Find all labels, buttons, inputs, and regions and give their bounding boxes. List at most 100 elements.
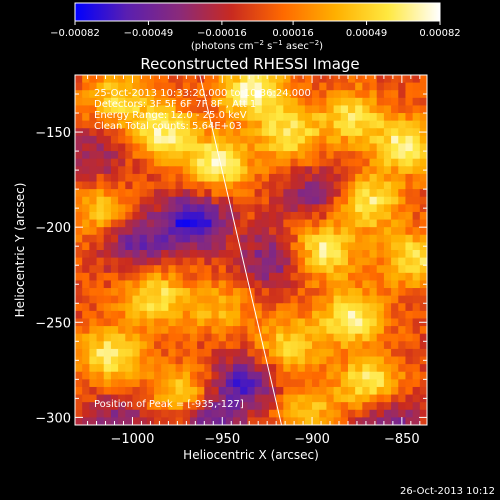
heatmap-cell (347, 341, 356, 350)
heatmap-cell (261, 295, 270, 304)
heatmap-cell (326, 356, 335, 365)
heatmap-cell (268, 318, 277, 327)
heatmap-cell (383, 318, 392, 327)
heatmap-cell (405, 181, 414, 190)
heatmap-cell (204, 257, 213, 266)
heatmap-cell (218, 257, 227, 266)
heatmap-cell (96, 151, 105, 160)
heatmap-cell (391, 386, 399, 396)
heatmap-cell (347, 386, 356, 396)
heatmap-cell (261, 181, 270, 190)
heatmap-cell (82, 219, 90, 228)
heatmap-cell (110, 219, 119, 228)
heatmap-cell (412, 82, 421, 91)
heatmap-cell (391, 113, 399, 122)
heatmap-cell (96, 295, 105, 304)
heatmap-cell (376, 364, 385, 373)
heatmap-cell (132, 386, 141, 396)
heatmap-cell (340, 234, 349, 243)
heatmap-cell (261, 303, 270, 312)
heatmap-cell (419, 250, 427, 259)
heatmap-cell (254, 151, 263, 160)
heatmap-cell (369, 135, 378, 145)
heatmap-cell (268, 348, 277, 358)
heatmap-cell (362, 272, 371, 282)
heatmap-cell (412, 151, 421, 160)
heatmap-cell (132, 333, 141, 342)
heatmap-cell (247, 227, 256, 236)
heatmap-cell (96, 181, 105, 190)
heatmap-cell (204, 295, 213, 304)
heatmap-cell (254, 82, 263, 91)
heatmap-cell (412, 227, 421, 236)
heatmap-cell (168, 333, 177, 342)
heatmap-cell (347, 250, 356, 259)
heatmap-cell (211, 341, 220, 350)
heatmap-cell (233, 227, 241, 236)
heatmap-cell (297, 303, 306, 312)
y-axis: −150−200−250−300 (35, 74, 427, 426)
heatmap-cell (254, 295, 263, 304)
heatmap-cell (391, 97, 399, 107)
heatmap-cell (319, 189, 328, 198)
heatmap-cell (161, 82, 169, 91)
heatmap-cell (211, 310, 220, 320)
heatmap-cell (340, 211, 349, 221)
heatmap-cell (89, 204, 98, 213)
heatmap-cell (247, 386, 256, 396)
heatmap-cell (398, 257, 407, 266)
heatmap-cell (125, 97, 134, 107)
heatmap-cell (268, 166, 277, 175)
heatmap-cell (326, 166, 335, 175)
heatmap-cell (161, 173, 169, 183)
heatmap-cell (82, 173, 90, 183)
heatmap-cell (297, 379, 306, 388)
heatmap-cell (118, 173, 126, 183)
heatmap-cell (240, 326, 248, 335)
heatmap-cell (290, 135, 299, 145)
heatmap-cell (369, 211, 378, 221)
heatmap-cell (254, 181, 263, 190)
heatmap-cell (197, 348, 205, 358)
heatmap-cell (347, 318, 356, 327)
heatmap-cell (383, 409, 392, 418)
heatmap-cell (312, 120, 320, 129)
heatmap-cell (189, 364, 198, 373)
heatmap-cell (146, 211, 155, 221)
heatmap-cell (304, 280, 313, 289)
heatmap-cell (340, 143, 349, 152)
heatmap-cell (369, 120, 378, 129)
heatmap-cell (254, 409, 263, 418)
heatmap-cell (218, 402, 227, 411)
heatmap-cell (261, 166, 270, 175)
heatmap-cell (412, 303, 421, 312)
heatmap-cell (161, 265, 169, 274)
heatmap-cell (261, 173, 270, 183)
heatmap-cell (355, 326, 363, 335)
heatmap-cell (333, 417, 342, 425)
heatmap-cell (326, 371, 335, 380)
heatmap-cell (182, 386, 191, 396)
peak-position-label: Position of Peak = [-935,-127] (94, 399, 244, 410)
heatmap-cell (347, 356, 356, 365)
heatmap-cell (125, 227, 134, 236)
heatmap-cell (412, 234, 421, 243)
heatmap-cell (240, 82, 248, 91)
heatmap-cell (398, 151, 407, 160)
heatmap-cell (304, 204, 313, 213)
heatmap-cell (175, 105, 184, 114)
heatmap-cell (283, 341, 292, 350)
heatmap-cell (412, 341, 421, 350)
heatmap-cell (197, 135, 205, 145)
heatmap-cell (268, 189, 277, 198)
heatmap-cell (225, 82, 234, 91)
heatmap-cell (391, 417, 399, 425)
heatmap-cell (340, 288, 349, 297)
heatmap-cell (82, 75, 90, 84)
heatmap-cell (211, 234, 220, 243)
heatmap-cell (297, 128, 306, 137)
heatmap-cell (304, 90, 313, 99)
heatmap-cell (103, 303, 112, 312)
heatmap-cell (312, 143, 320, 152)
heatmap-cell (75, 105, 83, 114)
